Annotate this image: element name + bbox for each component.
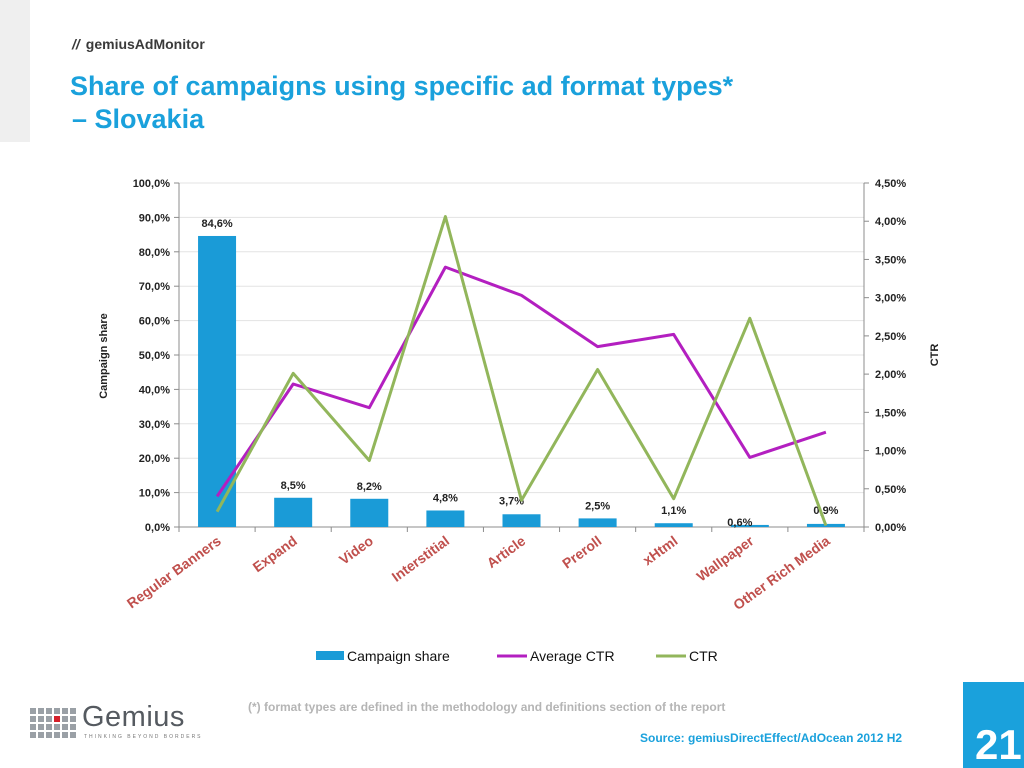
x-category-label: Interstitial	[389, 532, 453, 584]
y-tick-label: 20,0%	[139, 453, 170, 465]
title-line-1: Share of campaigns using specific ad for…	[70, 71, 734, 101]
source-note: Source: gemiusDirectEffect/AdOcean 2012 …	[640, 731, 903, 745]
bar-data-label: 3,7%	[499, 495, 524, 507]
bar-data-label: 2,5%	[585, 500, 610, 512]
y-tick-label: 100,0%	[133, 178, 171, 190]
y-tick-label: 10,0%	[139, 488, 170, 500]
bar	[350, 498, 389, 527]
legend-label: CTR	[689, 648, 718, 664]
y2-tick-label: 1,00%	[875, 446, 906, 458]
bar-data-label: 84,6%	[201, 218, 232, 230]
bar	[274, 497, 313, 527]
y2-tick-label: 0,50%	[875, 484, 906, 496]
legend-label: Campaign share	[347, 648, 450, 664]
brand-slashes: //	[72, 36, 80, 52]
bar	[502, 514, 541, 527]
bar	[426, 510, 465, 527]
y-tick-label: 50,0%	[139, 350, 170, 362]
gemius-logo: Gemius THINKING BEYOND BORDERS	[28, 700, 203, 742]
brand-header: // gemiusAdMonitor	[72, 36, 205, 52]
logo-grid-icon	[30, 708, 76, 738]
page-number-box: 21	[963, 682, 1024, 768]
footnote: (*) format types are defined in the meth…	[248, 700, 726, 714]
legend-swatch-bar	[316, 651, 344, 660]
series-line	[215, 265, 827, 498]
y2-tick-label: 1,50%	[875, 407, 906, 419]
bar	[578, 518, 617, 527]
bar	[654, 523, 693, 527]
y2-tick-label: 3,00%	[875, 293, 906, 305]
bar-data-label: 8,2%	[357, 481, 382, 493]
y-tick-label: 60,0%	[139, 316, 170, 328]
y-tick-label: 0,0%	[145, 522, 170, 534]
bar-data-label: 0,6%	[727, 517, 752, 529]
x-category-label: xHtml	[640, 532, 681, 568]
legend-label: Average CTR	[530, 648, 615, 664]
x-category-label: Preroll	[559, 532, 604, 571]
y-tick-label: 70,0%	[139, 281, 170, 293]
bar-data-label: 4,8%	[433, 492, 458, 504]
y2-axis-title: CTR	[929, 344, 941, 367]
y2-tick-label: 2,00%	[875, 369, 906, 381]
y-tick-label: 80,0%	[139, 247, 170, 259]
bar-data-label: 0,9%	[813, 505, 838, 517]
brand-name: gemiusAdMonitor	[85, 36, 205, 52]
bar	[730, 524, 769, 527]
x-category-label: Wallpaper	[693, 532, 757, 584]
y2-tick-label: 4,50%	[875, 178, 906, 190]
corner-accent	[0, 0, 30, 142]
y-tick-label: 90,0%	[139, 212, 170, 224]
x-category-label: Regular Banners	[124, 532, 224, 611]
title-line-2: – Slovakia	[72, 104, 205, 134]
logo-text: Gemius	[82, 701, 185, 733]
y-tick-label: 40,0%	[139, 384, 170, 396]
page-title: Share of campaigns using specific ad for…	[70, 70, 733, 136]
x-category-label: Article	[484, 532, 529, 571]
bar-data-label: 8,5%	[281, 480, 306, 492]
logo-tagline: THINKING BEYOND BORDERS	[84, 734, 203, 740]
bar-data-label: 1,1%	[661, 505, 686, 517]
y2-tick-label: 3,50%	[875, 254, 906, 266]
bar	[198, 235, 237, 527]
y2-tick-label: 2,50%	[875, 331, 906, 343]
x-category-label: Expand	[250, 532, 300, 575]
y2-tick-label: 4,00%	[875, 216, 906, 228]
page-number: 21	[975, 721, 1022, 768]
y-axis-title: Campaign share	[98, 313, 110, 399]
y-tick-label: 30,0%	[139, 419, 170, 431]
series-line	[215, 215, 828, 527]
y2-tick-label: 0,00%	[875, 522, 906, 534]
x-category-label: Video	[336, 532, 376, 567]
